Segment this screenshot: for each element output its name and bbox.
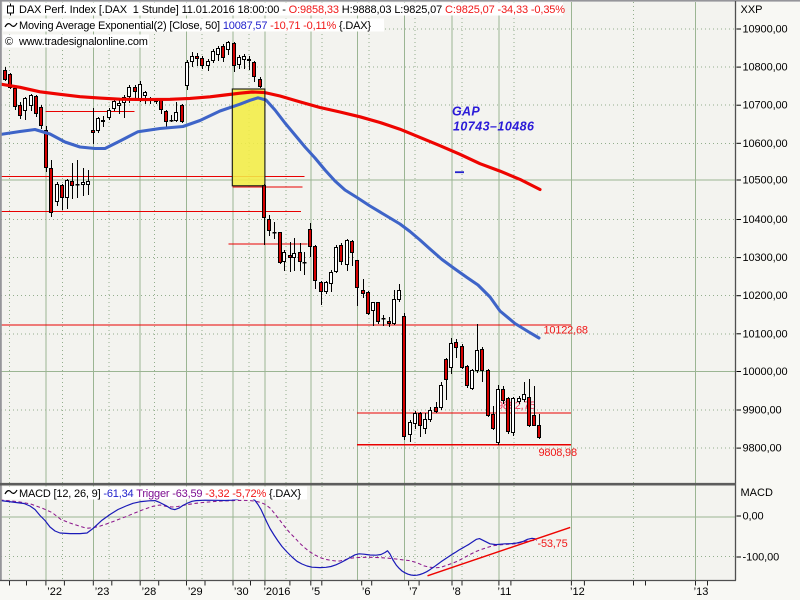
svg-text:’6: ’6 <box>362 586 371 598</box>
svg-text:’5: ’5 <box>312 586 321 598</box>
svg-text:10700,00: 10700,00 <box>743 100 788 112</box>
svg-text:’13: ’13 <box>694 586 709 598</box>
svg-text:0,00: 0,00 <box>743 511 764 523</box>
svg-text:MACD: MACD <box>741 487 773 499</box>
svg-text:9800,00: 9800,00 <box>743 443 782 455</box>
svg-text:’22: ’22 <box>47 586 62 598</box>
svg-text:’28: ’28 <box>142 586 157 598</box>
svg-text:10300,00: 10300,00 <box>743 252 788 264</box>
svg-text:’2016: ’2016 <box>263 586 290 598</box>
svg-text:www.tradesignalonline.com: www.tradesignalonline.com <box>18 36 148 48</box>
svg-text:-53,75: -53,75 <box>538 538 568 550</box>
svg-text:Moving Average Exponential(2): Moving Average Exponential(2) [Close, 50… <box>19 20 371 32</box>
svg-text:10743–10486: 10743–10486 <box>453 120 535 134</box>
svg-text:DAX Perf. Index [.DAX 1 Stund: DAX Perf. Index [.DAX 1 Stunde] 11.01.20… <box>19 4 565 16</box>
svg-text:’30: ’30 <box>234 586 249 598</box>
svg-text:10500,00: 10500,00 <box>743 175 788 187</box>
svg-text:’11: ’11 <box>497 586 511 598</box>
svg-text:10400,00: 10400,00 <box>743 214 788 226</box>
svg-text:10100,00: 10100,00 <box>743 328 788 340</box>
svg-text:10122,68: 10122,68 <box>544 325 588 337</box>
svg-text:GAP: GAP <box>452 105 480 119</box>
svg-text:10800,00: 10800,00 <box>743 62 788 74</box>
svg-text:’12: ’12 <box>570 586 585 598</box>
svg-text:©: © <box>5 36 13 48</box>
svg-text:MACD [12, 26, 9] -61,34 Trigge: MACD [12, 26, 9] -61,34 Trigger -63,59 -… <box>19 488 301 500</box>
svg-text:10000,00: 10000,00 <box>743 366 788 378</box>
svg-text:’23: ’23 <box>95 586 110 598</box>
svg-text:-100,00: -100,00 <box>743 552 780 564</box>
svg-text:10900,00: 10900,00 <box>743 24 788 36</box>
svg-text:9900,00: 9900,00 <box>743 405 782 417</box>
svg-text:’7: ’7 <box>409 586 418 598</box>
svg-text:10200,00: 10200,00 <box>743 290 788 302</box>
svg-text:’29: ’29 <box>188 586 203 598</box>
svg-text:’8: ’8 <box>452 586 461 598</box>
svg-text:10600,00: 10600,00 <box>743 138 788 150</box>
svg-text:9808,98: 9808,98 <box>539 447 577 459</box>
svg-text:XXP: XXP <box>741 4 763 16</box>
